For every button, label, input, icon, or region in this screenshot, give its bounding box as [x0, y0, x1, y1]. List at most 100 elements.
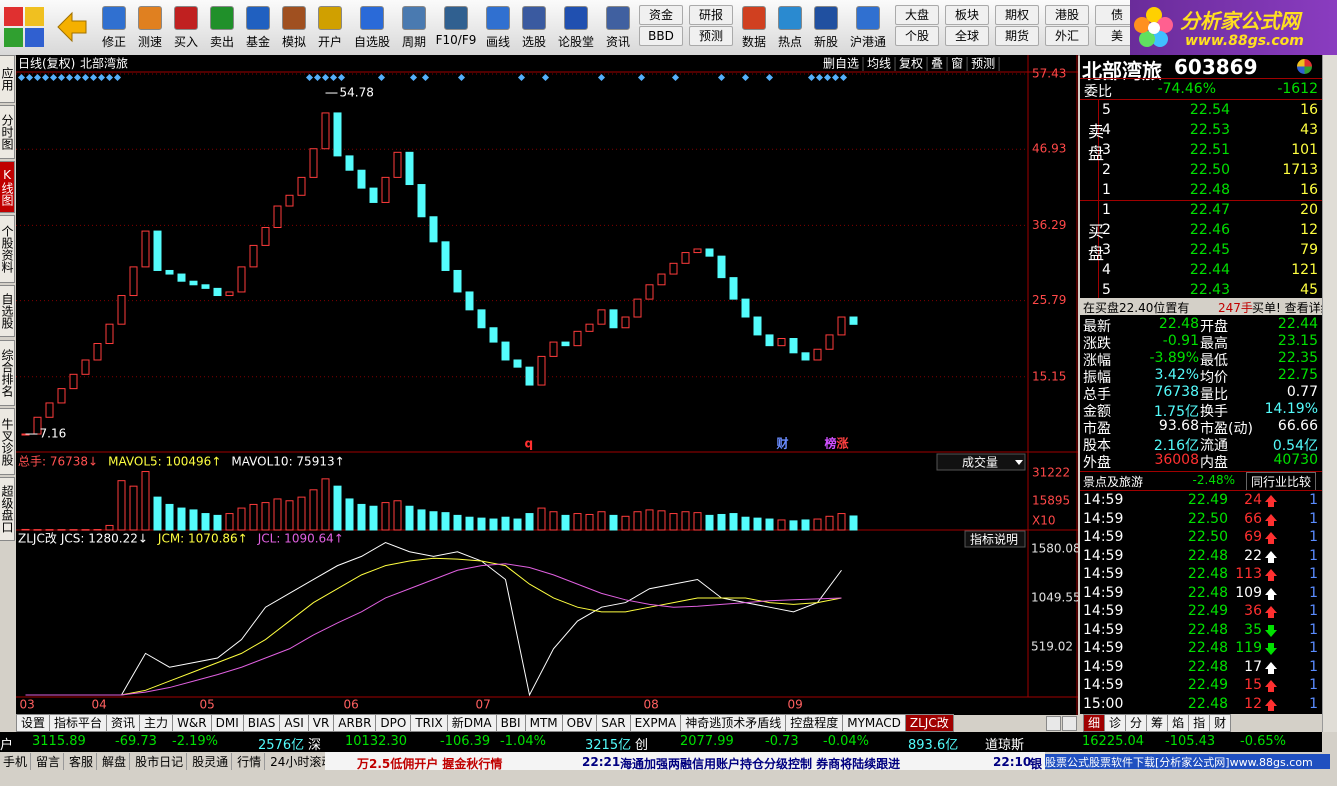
side-tab[interactable]: 应用 — [0, 55, 15, 103]
order-price: 22.54 — [1189, 102, 1230, 118]
indicator-tab[interactable]: BIAS — [242, 714, 281, 732]
volume-bar — [141, 471, 150, 531]
indicator-tab[interactable]: DPO — [375, 714, 412, 732]
indicator-tab[interactable]: ZLJC改 — [904, 714, 954, 732]
toolbar-small-button[interactable]: 资金 — [639, 5, 683, 25]
panel-tab[interactable]: 诊 — [1104, 714, 1127, 732]
side-tab[interactable]: 综合排名 — [0, 340, 15, 406]
indicator-tab[interactable]: ASI — [279, 714, 309, 732]
toolbar-button[interactable]: 选股 — [516, 2, 552, 54]
indicator-tab[interactable]: BBI — [495, 714, 526, 732]
indicator-tab[interactable]: 主力 — [139, 714, 174, 732]
indicator-tab[interactable]: EXPMA — [629, 714, 682, 732]
indicator-tab[interactable]: 资讯 — [106, 714, 141, 732]
toolbar-small-button[interactable]: 美 — [1095, 26, 1139, 46]
back-button[interactable] — [52, 7, 92, 47]
toolbar-small-button[interactable]: BBD — [639, 26, 683, 46]
indicator-tab[interactable]: MTM — [524, 714, 563, 732]
toolbar-button[interactable]: 画线 — [480, 2, 516, 54]
indicator-tab[interactable]: 新DMA — [446, 714, 497, 732]
toolbar-small-button[interactable]: 全球 — [945, 26, 989, 46]
toolbar-button[interactable]: 论股堂 — [552, 2, 600, 54]
chart-button[interactable]: 窗 — [951, 57, 963, 71]
indicator-line — [25, 541, 842, 697]
side-tab[interactable]: 分时图 — [0, 105, 15, 159]
side-tab[interactable]: 自选股 — [0, 285, 15, 337]
toolbar-button[interactable]: 基金 — [240, 2, 276, 54]
toolbar-button[interactable]: 数据 — [736, 2, 772, 54]
ticker-button[interactable]: 客服 — [66, 753, 98, 770]
ticker-button[interactable]: 解盘 — [99, 753, 131, 770]
toolbar-small-button[interactable]: 预测 — [689, 26, 733, 46]
volume-bar — [345, 498, 354, 531]
toolbar-small-button[interactable]: 期权 — [995, 5, 1039, 25]
volume-bar — [849, 515, 858, 531]
notice-link[interactable]: 买单! 查看详细 — [1252, 301, 1322, 315]
toolbar-button[interactable]: 资讯 — [600, 2, 636, 54]
chart-button[interactable]: 均线 — [867, 57, 891, 71]
panel-tab[interactable]: 指 — [1188, 714, 1211, 732]
panel-tab[interactable]: 细 — [1083, 714, 1106, 732]
indicator-tab[interactable]: VR — [307, 714, 335, 732]
toolbar-small-button[interactable]: 外汇 — [1045, 26, 1089, 46]
toolbar-button[interactable]: F10/F9 — [432, 2, 480, 54]
side-tab[interactable]: 超级盘口 — [0, 477, 15, 541]
chart-button[interactable]: 叠 — [931, 57, 943, 71]
toolbar-button[interactable]: 测速 — [132, 2, 168, 54]
ticker-button[interactable]: 行情 — [234, 753, 266, 770]
indicator-tab[interactable]: W&R — [172, 714, 212, 732]
toolbar-small-button[interactable]: 研报 — [689, 5, 733, 25]
toolbar-button[interactable]: 周期 — [396, 2, 432, 54]
chart-button[interactable]: 预测 — [971, 57, 995, 71]
toolbar-button[interactable]: 开户 — [312, 2, 348, 54]
indicator-tab[interactable]: MYMACD — [842, 714, 906, 732]
ticker-button[interactable]: 手机 — [0, 753, 32, 770]
banner[interactable]: 股票公式股票软件下载[分析家公式网]www.88gs.com — [1045, 754, 1330, 769]
toolbar-button[interactable]: 买入 — [168, 2, 204, 54]
indicator-tab[interactable]: OBV — [561, 714, 598, 732]
indicator-tab[interactable]: 设置 — [16, 714, 51, 732]
indicator-tab[interactable]: 控盘程度 — [785, 714, 844, 732]
toolbar-small-button[interactable]: 板块 — [945, 5, 989, 25]
indicator-tab[interactable]: TRIX — [410, 714, 448, 732]
toolbar-small-button[interactable]: 大盘 — [895, 5, 939, 25]
panel-tab[interactable]: 财 — [1209, 714, 1232, 732]
toolbar-small-button[interactable]: 债 — [1095, 5, 1139, 25]
side-tab[interactable]: 个股资料 — [0, 215, 15, 283]
toolbar-button[interactable]: 修正 — [96, 2, 132, 54]
ticker-button[interactable]: 股灵通 — [189, 753, 233, 770]
tab-scroll[interactable] — [1062, 716, 1077, 731]
ticker-button[interactable]: 股市日记 — [132, 753, 188, 770]
indicator-tab[interactable]: 指标平台 — [49, 714, 108, 732]
toolbar-button[interactable]: 热点 — [772, 2, 808, 54]
indicator-tab[interactable]: DMI — [210, 714, 244, 732]
app-icon[interactable] — [4, 7, 44, 47]
arrow-shape — [1265, 698, 1277, 711]
indicator-tab[interactable]: ARBR — [333, 714, 377, 732]
toolbar-button[interactable]: 沪港通 — [844, 2, 892, 54]
side-tab[interactable]: 牛叉诊股 — [0, 408, 15, 475]
toolbar-small-button[interactable]: 港股 — [1045, 5, 1089, 25]
industry-button[interactable]: 同行业比较 — [1246, 472, 1317, 491]
ticker-button[interactable]: 留言 — [33, 753, 65, 770]
panel-tab[interactable]: 焰 — [1167, 714, 1190, 732]
panel-tab[interactable]: 筹 — [1146, 714, 1169, 732]
arrow-shape — [1265, 643, 1277, 655]
toolbar-small-button[interactable]: 期货 — [995, 26, 1039, 46]
volume-bar — [309, 489, 318, 531]
side-tabs: 应用分时图 K线图个股资料自选股综合排名牛叉诊股超级盘口 — [0, 55, 15, 715]
toolbar-button[interactable]: 自选股 — [348, 2, 396, 54]
toolbar-button[interactable]: 新股 — [808, 2, 844, 54]
chart-button[interactable]: 复权 — [899, 57, 923, 71]
panel-tab[interactable]: 分 — [1125, 714, 1148, 732]
toolbar-button[interactable]: 卖出 — [204, 2, 240, 54]
indicator-button[interactable]: 指标说明 — [970, 532, 1018, 547]
tab-scroll[interactable] — [1046, 716, 1061, 731]
side-tab[interactable]: K线图 — [0, 161, 15, 213]
indicator-tab[interactable]: SAR — [596, 714, 631, 732]
toolbar-small-button[interactable]: 个股 — [895, 26, 939, 46]
tick-price: 22.48 — [1187, 658, 1228, 675]
toolbar-button[interactable]: 模拟 — [276, 2, 312, 54]
indicator-tab[interactable]: 神奇逃顶术矛盾线 — [680, 714, 787, 732]
chart-button[interactable]: 删自选 — [823, 57, 859, 71]
